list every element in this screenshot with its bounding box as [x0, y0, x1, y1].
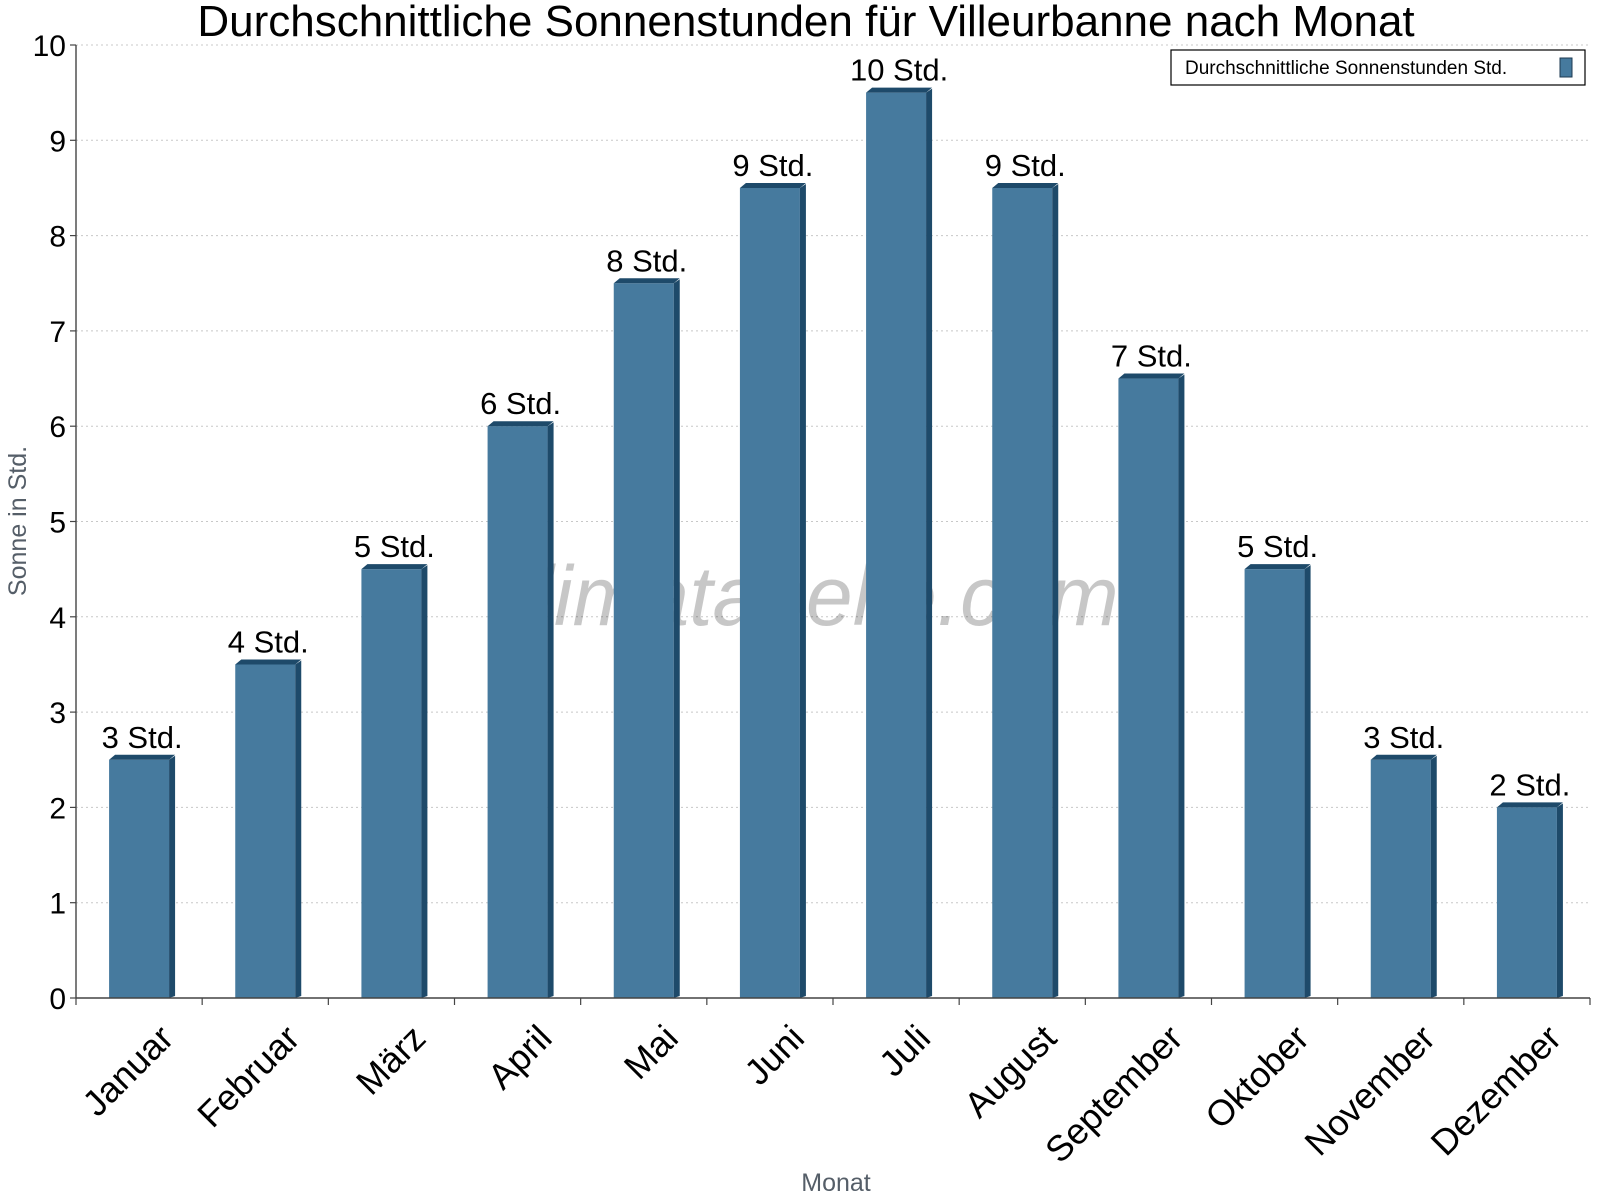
data-label: 7 Std. — [1111, 339, 1192, 374]
bar — [992, 182, 1059, 998]
y-tick-label: 0 — [49, 983, 66, 1016]
legend-label: Durchschnittliche Sonnenstunden Std. — [1185, 58, 1507, 79]
bar-side — [169, 755, 176, 998]
x-tick-label: Februar — [189, 1017, 307, 1135]
bar-top — [1496, 802, 1563, 808]
x-tick-label: Juni — [736, 1017, 812, 1093]
y-tick-labels: 0 1 2 3 4 5 6 7 8 9 10 — [33, 30, 66, 1016]
bar-front — [992, 187, 1053, 998]
data-label: 9 Std. — [732, 148, 813, 183]
data-label: 3 Std. — [102, 720, 183, 755]
bar-side — [1556, 803, 1563, 998]
bar — [361, 564, 428, 998]
bar — [1244, 564, 1311, 998]
bar-front — [1244, 569, 1305, 998]
bar-front — [739, 187, 800, 998]
data-label: 9 Std. — [985, 148, 1066, 183]
bar — [235, 659, 302, 998]
x-tick-label: November — [1296, 1017, 1442, 1163]
bar-side — [673, 279, 680, 998]
x-tick-label: Mai — [616, 1017, 686, 1087]
bar-top — [866, 87, 933, 93]
bar — [109, 754, 176, 998]
data-label: 4 Std. — [228, 624, 309, 659]
bar-top — [739, 182, 806, 188]
bar — [487, 421, 554, 998]
y-tick-label: 10 — [33, 30, 66, 63]
bar-side — [799, 183, 806, 998]
data-label: 5 Std. — [1237, 529, 1318, 564]
bar-side — [295, 660, 302, 998]
x-tick-label: August — [956, 1017, 1064, 1125]
bar — [866, 87, 933, 998]
y-tick-label: 4 — [49, 602, 66, 635]
bar-side — [547, 422, 554, 998]
y-tick-label: 2 — [49, 792, 66, 825]
bar-top — [109, 754, 176, 760]
data-label: 10 Std. — [850, 53, 948, 88]
bar-top — [235, 659, 302, 665]
bar-side — [421, 565, 428, 998]
x-tick-label: April — [480, 1017, 560, 1097]
bar — [613, 278, 680, 998]
bar-top — [1118, 373, 1185, 379]
bar-side — [1430, 755, 1437, 998]
bar-side — [926, 88, 933, 998]
bar-front — [235, 664, 296, 998]
data-label: 3 Std. — [1363, 720, 1444, 755]
y-tick-label: 8 — [49, 221, 66, 254]
bar-side — [1178, 374, 1185, 998]
data-label: 6 Std. — [480, 386, 561, 421]
bar-top — [1244, 564, 1311, 570]
bar-top — [613, 278, 680, 284]
bar-front — [487, 426, 548, 998]
bar-top — [1370, 754, 1437, 760]
y-tick-label: 3 — [49, 697, 66, 730]
bar — [1118, 373, 1185, 998]
y-tick-label: 9 — [49, 125, 66, 158]
x-tick-label: Juli — [871, 1017, 938, 1084]
x-tick-label: Dezember — [1423, 1017, 1569, 1163]
bar — [1496, 802, 1563, 998]
bar-side — [1304, 565, 1311, 998]
bar-top — [992, 182, 1059, 188]
axes — [70, 44, 1591, 1005]
legend-swatch — [1559, 57, 1573, 78]
bars-group — [109, 87, 1563, 998]
y-tick-label: 1 — [49, 888, 66, 921]
x-tick-label: September — [1037, 1017, 1191, 1171]
data-labels: 3 Std. 4 Std. 5 Std. 6 Std. 8 Std. 9 Std. 10 S… — [102, 53, 1571, 803]
bar-front — [361, 569, 422, 998]
y-tick-label: 6 — [49, 411, 66, 444]
gridlines — [76, 44, 1590, 904]
bar-front — [109, 759, 170, 998]
bar-front — [1496, 807, 1557, 998]
x-tick-label: Oktober — [1197, 1017, 1317, 1137]
chart-title: Durchschnittliche Sonnenstunden für Vill… — [197, 0, 1414, 46]
bar — [1370, 754, 1437, 998]
x-tick-label: Januar — [74, 1017, 181, 1124]
data-label: 5 Std. — [354, 529, 435, 564]
y-tick-label: 5 — [49, 507, 66, 540]
bar-front — [866, 92, 927, 998]
x-axis-label: Monat — [801, 1169, 871, 1197]
legend: Durchschnittliche Sonnenstunden Std. — [1170, 49, 1586, 86]
bar-top — [487, 421, 554, 427]
data-label: 2 Std. — [1489, 767, 1570, 802]
x-tick-label: März — [348, 1017, 434, 1103]
bar — [739, 182, 806, 998]
bar-front — [613, 283, 674, 998]
bar-front — [1370, 759, 1431, 998]
bar-top — [361, 564, 428, 570]
x-tick-labels: Januar Februar März April Mai Juni Juli AugustS… — [74, 1017, 1569, 1171]
legend-box — [1170, 49, 1586, 86]
y-tick-label: 7 — [49, 316, 66, 349]
y-axis-label: Sonne in Std. — [4, 446, 32, 596]
bar-front — [1118, 378, 1179, 998]
bar-side — [1052, 183, 1059, 998]
data-label: 8 Std. — [606, 243, 687, 278]
